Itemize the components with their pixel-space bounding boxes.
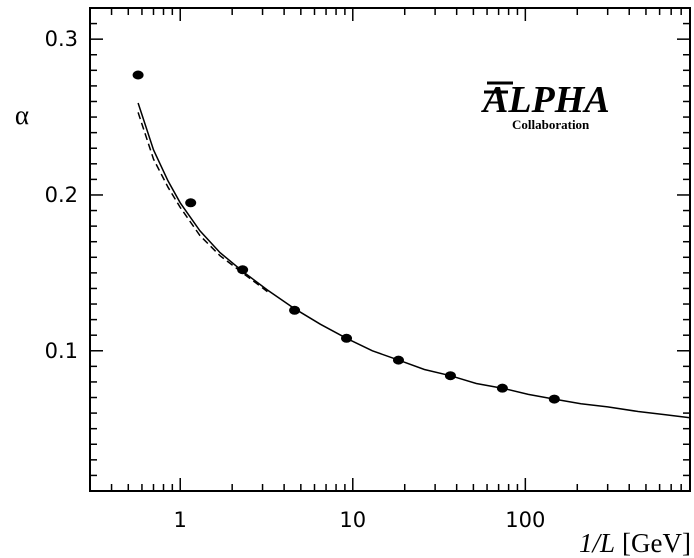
logo-sub-text: Collaboration xyxy=(512,117,590,132)
x-tick-label: 1 xyxy=(174,508,187,532)
x-axis-label: 1/L [GeV] xyxy=(579,528,691,558)
y-tick-labels: 0.1 0.2 0.3 xyxy=(45,27,78,363)
data-point xyxy=(185,198,197,208)
y-tick-label: 0.1 xyxy=(45,339,78,363)
alpha-collaboration-logo: ALPHA Collaboration xyxy=(481,79,610,132)
axis-ticks xyxy=(89,7,691,492)
plot-frame xyxy=(89,7,691,492)
y-tick-label: 0.2 xyxy=(45,183,78,207)
logo-main-text: ALPHA xyxy=(481,79,610,121)
data-point xyxy=(289,305,301,315)
dashed-fit-curve xyxy=(137,112,268,293)
data-point xyxy=(237,265,249,275)
x-tick-labels: 1 10 100 xyxy=(174,508,546,532)
x-axis-label-unit: [GeV] xyxy=(622,528,691,558)
solid-fit-curve xyxy=(137,102,691,419)
x-tick-label: 100 xyxy=(505,508,545,532)
data-series xyxy=(132,70,691,419)
x-axis-label-var: 1/L xyxy=(579,528,615,558)
y-axis-label: α xyxy=(15,100,29,130)
data-point xyxy=(132,70,144,80)
x-tick-label: 10 xyxy=(339,508,366,532)
y-tick-label: 0.3 xyxy=(45,27,78,51)
